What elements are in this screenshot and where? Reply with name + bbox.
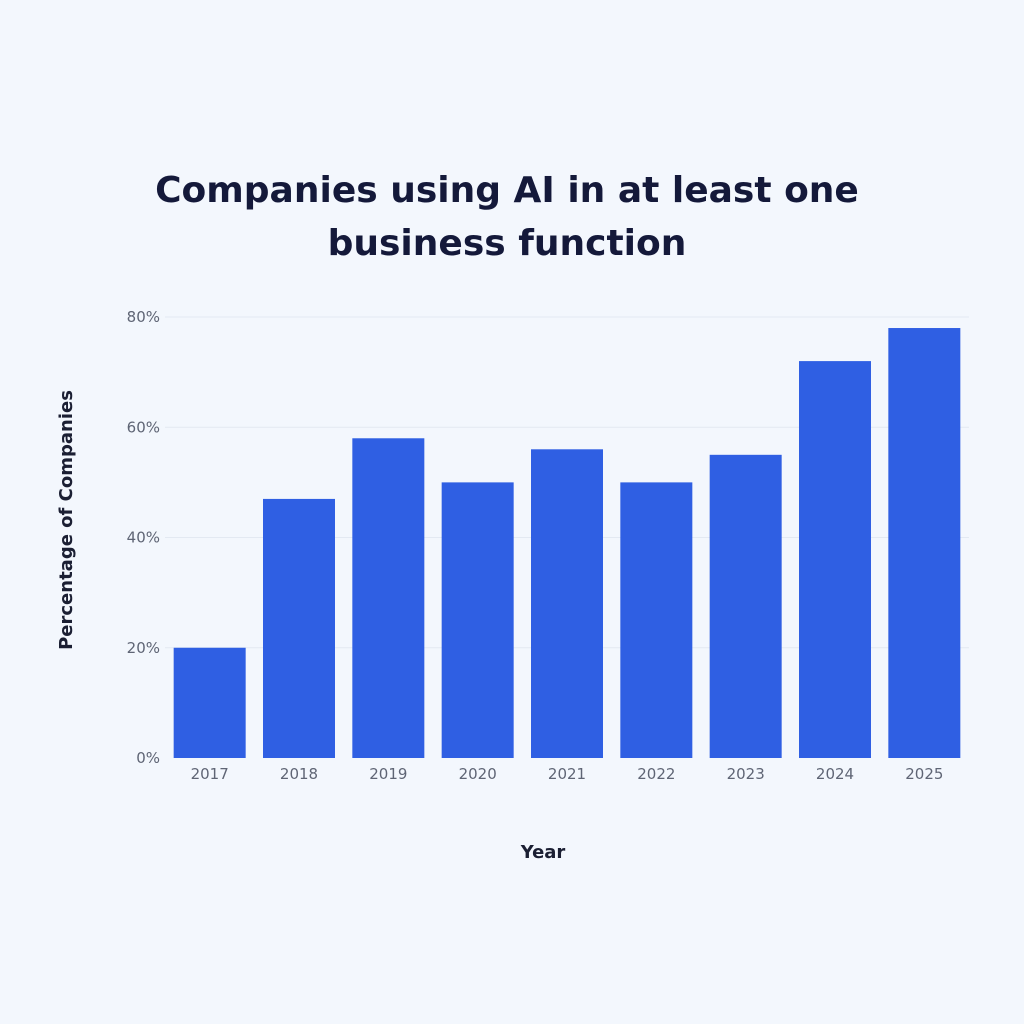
bar-2018 [263, 498, 335, 758]
x-tick-label: 2024 [816, 765, 854, 783]
bars [173, 328, 961, 758]
bar-2020 [441, 482, 514, 758]
x-tick-label: 2022 [637, 765, 675, 783]
bar-2022 [620, 482, 693, 758]
y-axis-title: Percentage of Companies [56, 390, 77, 650]
bar-2017 [173, 647, 246, 758]
bar-2024 [799, 361, 871, 758]
y-tick-label: 40% [127, 529, 160, 547]
bar-2021 [531, 449, 603, 758]
y-axis-ticks: 0% 20% 40% 60% 80% [127, 308, 160, 767]
bar-2025 [888, 328, 961, 758]
x-axis-ticks: 2017 2018 2019 2020 2021 2022 2023 2024 2025 [191, 765, 944, 783]
y-tick-label: 20% [127, 639, 160, 657]
x-tick-label: 2017 [191, 765, 229, 783]
y-tick-label: 60% [127, 418, 160, 436]
x-tick-label: 2021 [548, 765, 586, 783]
x-tick-label: 2019 [369, 765, 407, 783]
chart-title: Companies using AI in at least one busin… [155, 170, 859, 264]
x-axis-title: Year [520, 842, 566, 863]
bar-2019 [352, 438, 425, 758]
x-tick-label: 2020 [459, 765, 497, 783]
bar-2023 [709, 454, 782, 758]
x-tick-label: 2018 [280, 765, 318, 783]
x-tick-label: 2023 [727, 765, 765, 783]
x-tick-label: 2025 [905, 765, 943, 783]
y-tick-label: 80% [127, 308, 160, 326]
y-tick-label: 0% [136, 749, 160, 767]
